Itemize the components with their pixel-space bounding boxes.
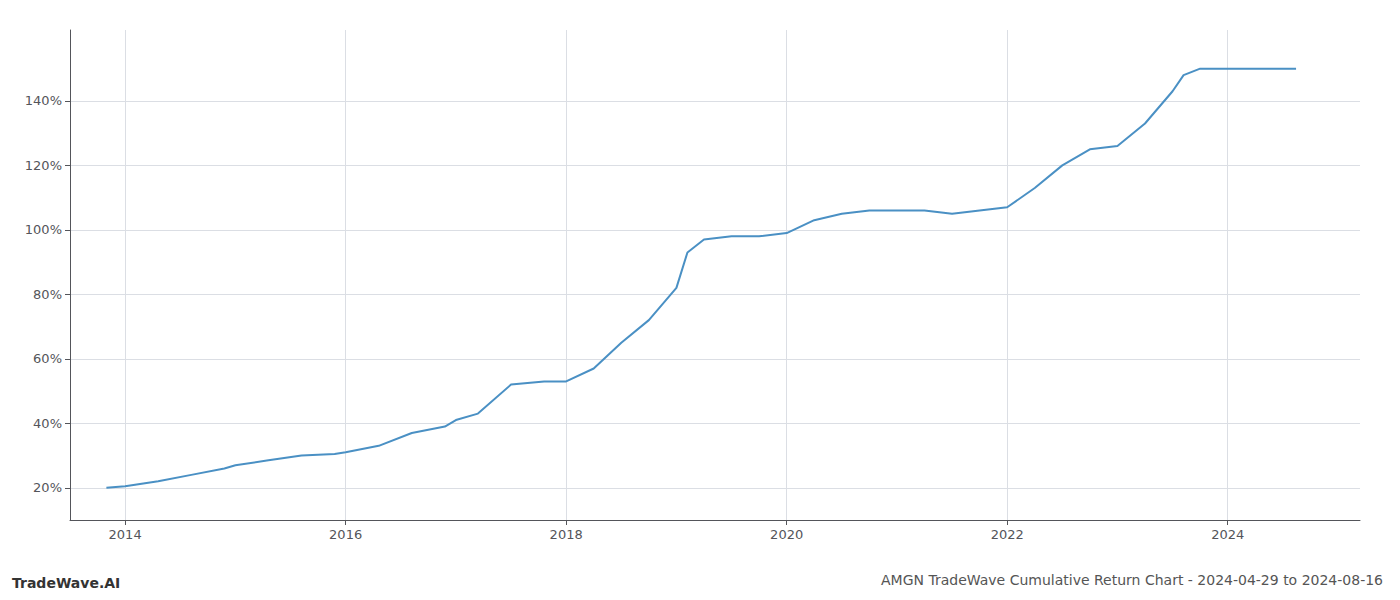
svg-text:2022: 2022 (991, 527, 1024, 542)
svg-text:2020: 2020 (770, 527, 803, 542)
svg-text:2016: 2016 (329, 527, 362, 542)
svg-text:60%: 60% (33, 351, 62, 366)
svg-text:80%: 80% (33, 287, 62, 302)
svg-text:140%: 140% (25, 93, 62, 108)
svg-text:2024: 2024 (1211, 527, 1244, 542)
svg-text:AMGN TradeWave Cumulative Retu: AMGN TradeWave Cumulative Return Chart -… (881, 572, 1383, 588)
svg-text:100%: 100% (25, 222, 62, 237)
svg-text:40%: 40% (33, 416, 62, 431)
svg-text:TradeWave.AI: TradeWave.AI (12, 575, 120, 591)
svg-text:2018: 2018 (550, 527, 583, 542)
svg-text:20%: 20% (33, 480, 62, 495)
svg-text:2014: 2014 (109, 527, 142, 542)
svg-text:120%: 120% (25, 158, 62, 173)
